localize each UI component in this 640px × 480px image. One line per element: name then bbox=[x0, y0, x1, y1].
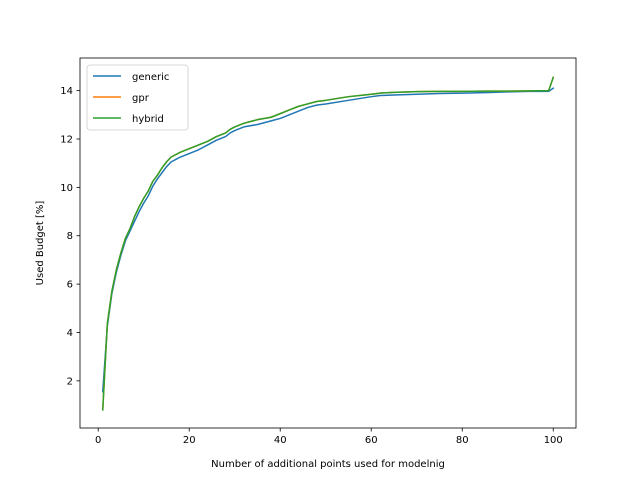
x-tick-label: 40 bbox=[274, 435, 287, 446]
y-tick-label: 8 bbox=[67, 231, 73, 242]
x-tick-label: 100 bbox=[544, 435, 563, 446]
legend-label-gpr: gpr bbox=[132, 93, 150, 104]
legend-box bbox=[86, 64, 189, 131]
legend-label-hybrid: hybrid bbox=[132, 114, 164, 125]
series-line-generic bbox=[101, 87, 555, 393]
y-tick-label: 6 bbox=[67, 280, 73, 291]
plot-frame bbox=[79, 57, 577, 429]
x-axis-label: Number of additional points used for mod… bbox=[211, 459, 445, 470]
y-tick-label: 14 bbox=[60, 86, 73, 97]
x-tick-label: 80 bbox=[456, 435, 469, 446]
y-tick-label: 12 bbox=[60, 135, 73, 146]
y-tick-label: 4 bbox=[67, 328, 73, 339]
legend-label-generic: generic bbox=[132, 72, 169, 83]
y-tick-label: 10 bbox=[60, 183, 73, 194]
series-line-hybrid bbox=[101, 76, 555, 411]
y-axis-label: Used Budget [%] bbox=[35, 201, 46, 286]
y-axis: 2 4 6 8 10 12 14 bbox=[60, 86, 80, 387]
x-tick-label: 60 bbox=[365, 435, 378, 446]
series-layer bbox=[101, 76, 555, 411]
y-tick-label: 2 bbox=[67, 376, 73, 387]
legend: generic gpr hybrid bbox=[86, 64, 189, 131]
x-tick-label: 0 bbox=[95, 435, 101, 446]
x-tick-label: 20 bbox=[183, 435, 196, 446]
x-axis: 0 20 40 60 80 100 bbox=[95, 428, 563, 446]
